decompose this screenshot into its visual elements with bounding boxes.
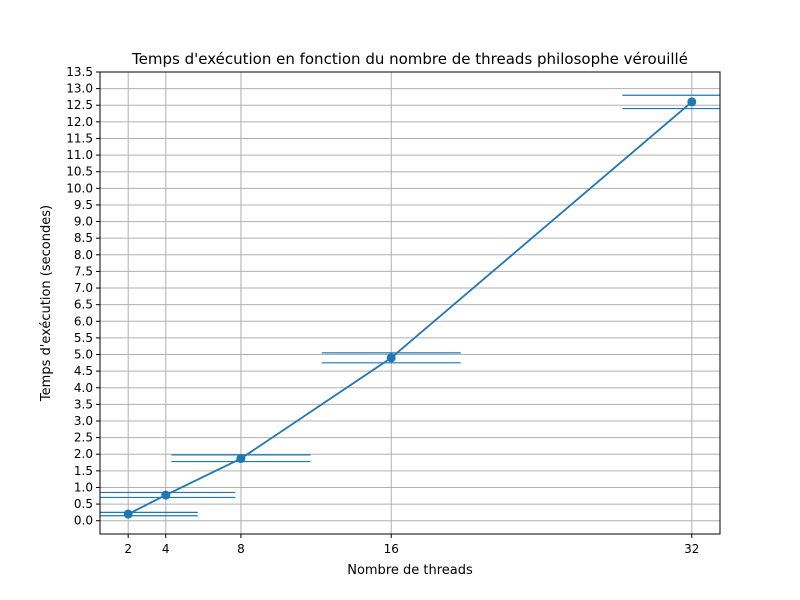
y-tick-label: 9.0 [74,215,93,229]
y-tick-label: 2.0 [74,447,93,461]
y-tick-label: 12.0 [66,115,93,129]
y-tick-label: 5.5 [74,331,93,345]
error-bars [100,94,720,517]
chart-title: Temps d'exécution en fonction du nombre … [131,50,688,68]
x-tick-label: 2 [124,542,132,556]
y-tick-label: 6.0 [74,314,93,328]
y-axis-label: Temps d'exécution (secondes) [39,205,54,402]
y-tick-label: 10.5 [66,165,93,179]
y-tick-label: 8.0 [74,248,93,262]
data-point [687,97,697,107]
y-tick-label: 9.5 [74,198,93,212]
y-tick-label: 8.5 [74,231,93,245]
y-tick-label: 1.0 [74,480,93,494]
x-tick-label: 8 [237,542,245,556]
y-tick-label: 0.5 [74,497,93,511]
y-tick-label: 3.5 [74,397,93,411]
y-tick-label: 4.0 [74,381,93,395]
y-tick-label: 5.0 [74,348,93,362]
data-point [161,490,171,500]
y-tick-label: 0.0 [74,514,93,528]
data-point [123,509,133,519]
y-tick-label: 1.5 [74,464,93,478]
series-line [127,101,693,515]
y-tick-label: 13.5 [66,65,93,79]
x-tick-label: 4 [162,542,170,556]
y-tick-label: 2.5 [74,431,93,445]
y-tick-label: 12.5 [66,98,93,112]
y-tick-label: 4.5 [74,364,93,378]
plot-frame [99,71,721,535]
y-tick-label: 6.5 [74,298,93,312]
y-tick-label: 13.0 [66,82,93,96]
y-tick-label: 7.0 [74,281,93,295]
x-axis-label: Nombre de threads [347,563,473,578]
series-group [123,97,697,519]
y-axis-ticks: 0.0 0.5 1.0 1.5 2.0 2.5 3.0 3.5 4.0 4.5 5.0 5.5 6.0 6… [66,65,100,528]
data-point [386,353,396,363]
y-tick-label: 11.5 [66,131,93,145]
y-tick-label: 3.0 [74,414,93,428]
x-tick-label: 16 [384,542,399,556]
y-tick-label: 7.5 [74,264,93,278]
data-point [236,454,246,464]
x-axis-ticks: 2 4 8 16 32 [124,534,699,556]
grid [100,71,720,534]
y-tick-label: 10.0 [66,181,93,195]
x-tick-label: 32 [684,542,699,556]
y-tick-label: 11.0 [66,148,93,162]
